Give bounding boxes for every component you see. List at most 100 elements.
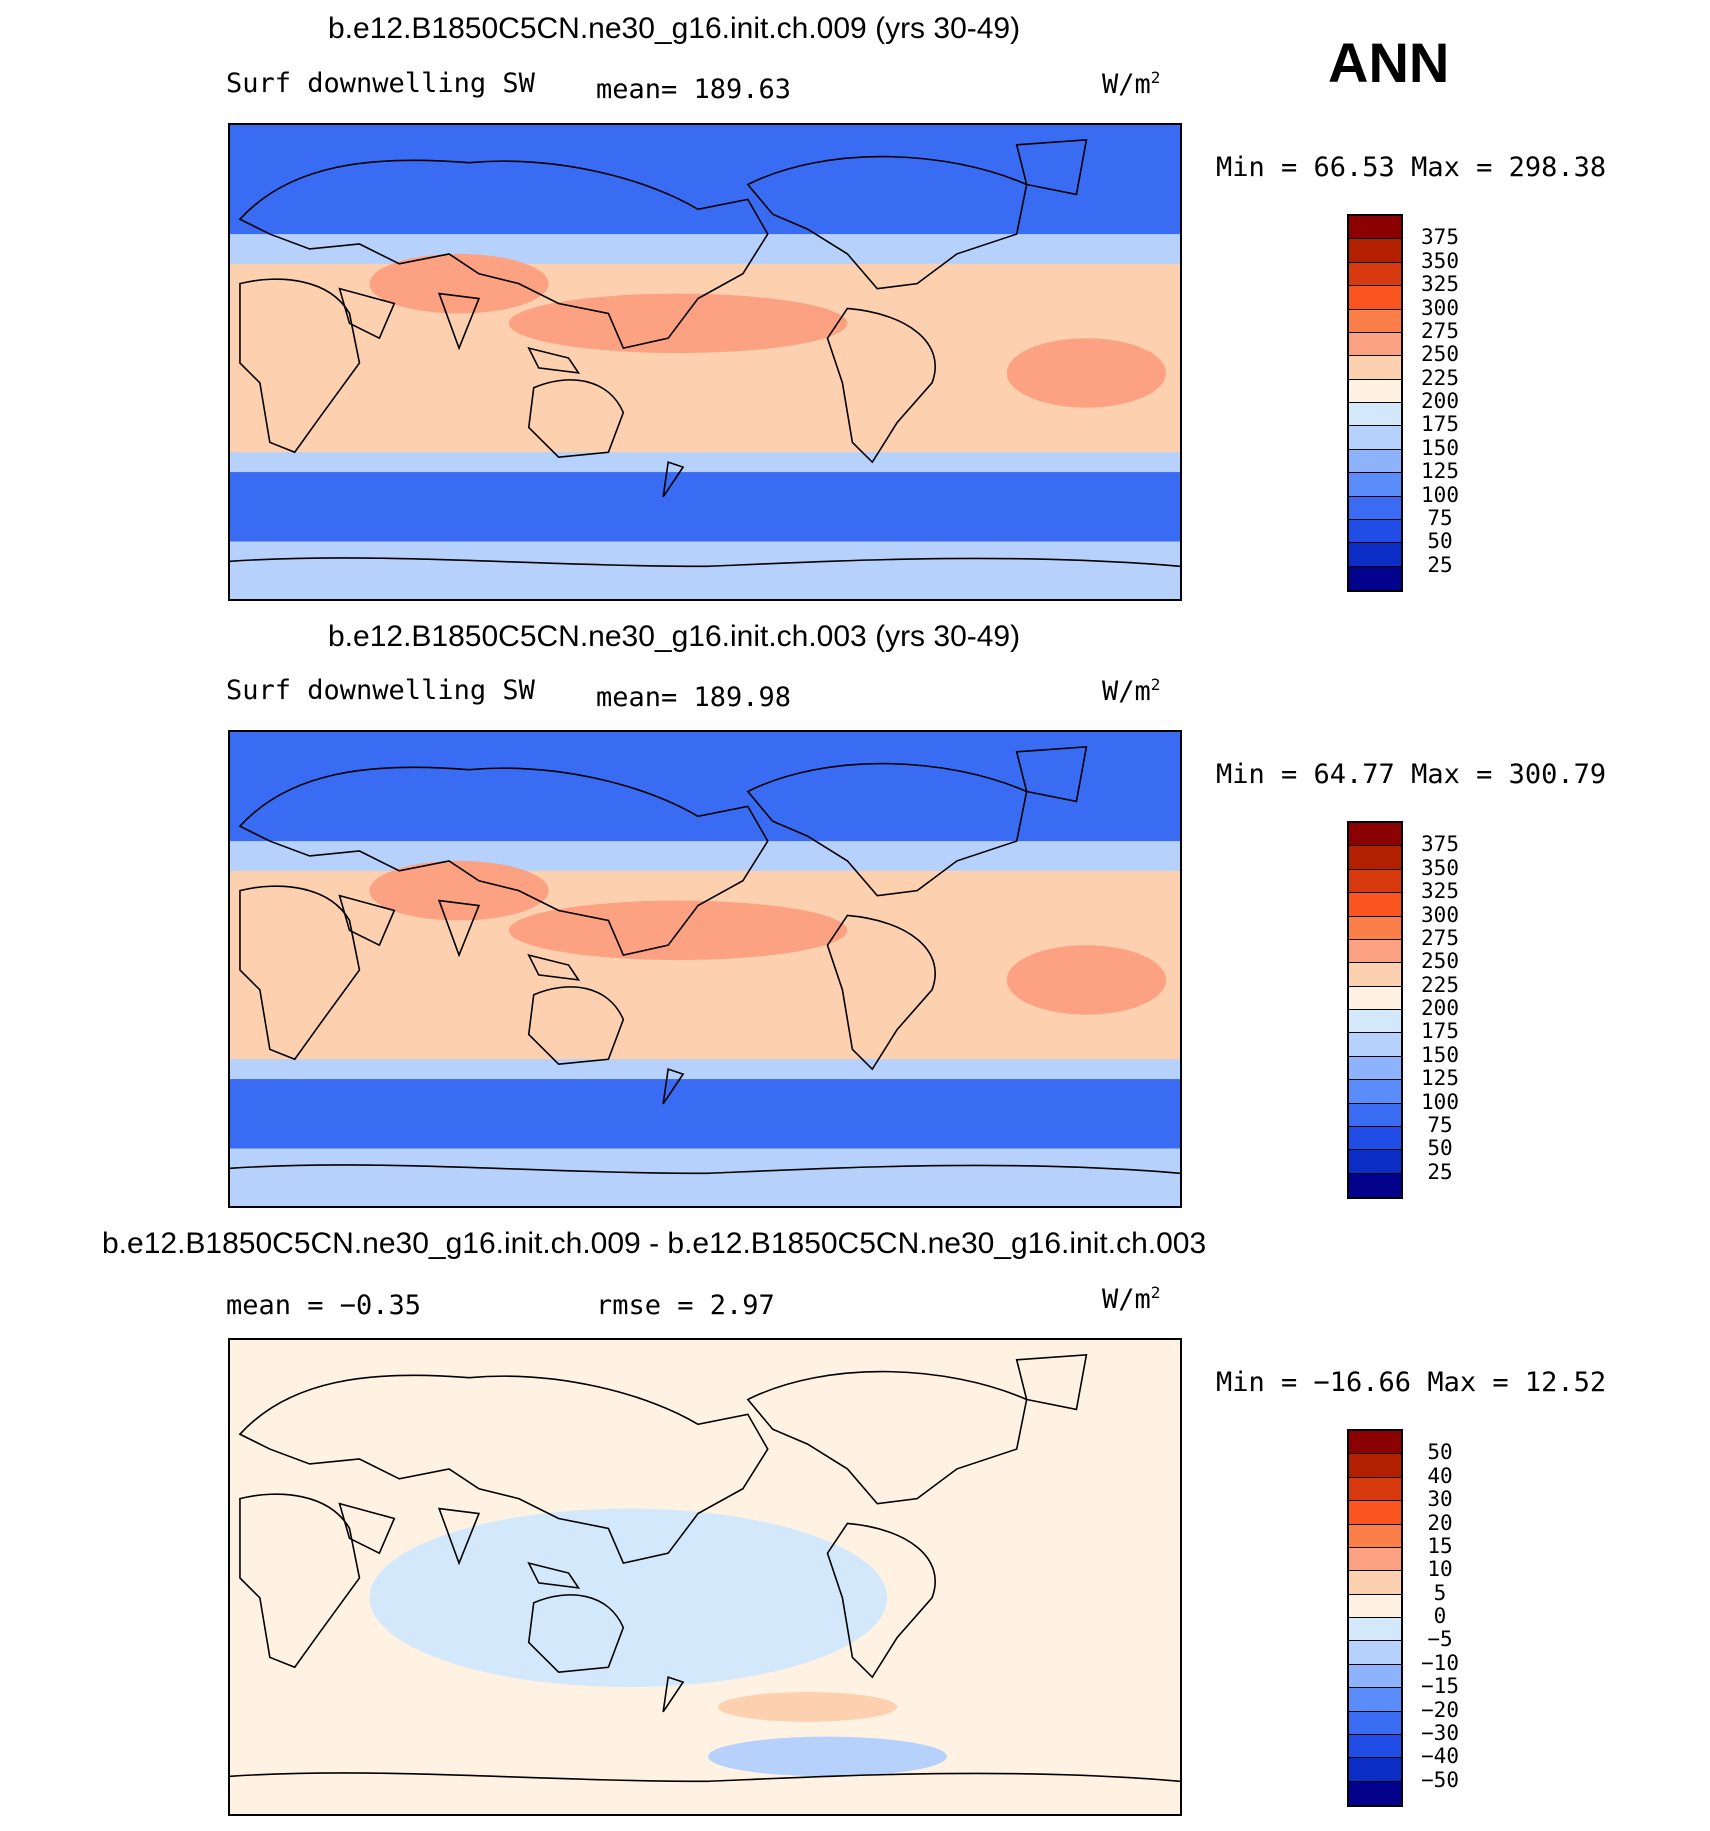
colorbar-segment (1349, 449, 1401, 474)
field-anomaly-negative (369, 1508, 888, 1688)
field-band-north (230, 125, 1180, 235)
colorbar-segment (1349, 519, 1401, 544)
colorbar-tick-label: 50 (1427, 529, 1453, 554)
coastline (826, 307, 936, 464)
colorbar-tick-label: 275 (1421, 318, 1459, 343)
colorbar-segment (1349, 893, 1401, 917)
field-band-north (230, 732, 1180, 842)
coastline (338, 894, 396, 947)
colorbar-tick-label: 225 (1421, 972, 1459, 997)
coastline (239, 278, 361, 454)
min-max-label: Min = 64.77 Max = 300.79 (1216, 759, 1607, 790)
colorbar-segment (1349, 1010, 1401, 1034)
colorbar-segment (1349, 332, 1401, 357)
colorbar-tick-label: 250 (1421, 342, 1459, 367)
colorbar-segment (1349, 1524, 1401, 1548)
colorbar-segment (1349, 823, 1401, 847)
coastline (1015, 746, 1088, 803)
colorbar-tick-label: −30 (1421, 1720, 1459, 1745)
colorbar-tick-label: 30 (1427, 1487, 1453, 1512)
colorbar-segment (1349, 1501, 1401, 1525)
colorbar-segment (1349, 869, 1401, 894)
coastline (826, 914, 936, 1071)
colorbar-tick-label: 250 (1421, 949, 1459, 974)
colorbar-segment (1349, 1056, 1401, 1081)
coastline (527, 1594, 625, 1674)
colorbar-tick-label: 100 (1421, 482, 1459, 507)
coastline (662, 1676, 685, 1713)
colorbar-segment (1349, 262, 1401, 287)
colorbar-segment (1349, 309, 1401, 333)
colorbar-tick-label: 5 (1433, 1580, 1447, 1605)
colorbar-segment (1349, 426, 1401, 450)
colorbar-segment (1349, 1033, 1401, 1057)
colorbar-tick-label: 375 (1421, 832, 1459, 857)
mean-value: mean= 189.63 (596, 74, 792, 105)
variable-label: Surf downwelling SW (226, 68, 535, 99)
map-svg (230, 125, 1180, 599)
colorbar-tick-label: 15 (1427, 1533, 1453, 1558)
colorbar-segment (1349, 1711, 1401, 1735)
coastline (338, 1502, 396, 1555)
colorbar-segment (1349, 1431, 1401, 1455)
colorbar-segment (1349, 1454, 1401, 1478)
mean-value: mean = −0.35 (226, 1290, 422, 1321)
colorbar-tick-label: 25 (1427, 1159, 1453, 1184)
colorbar-segment (1349, 1150, 1401, 1174)
units-label: W/m2 (1102, 1283, 1161, 1315)
field-band-south (230, 1079, 1180, 1149)
coastline (238, 1374, 769, 1565)
colorbar-tick-label: 150 (1421, 1042, 1459, 1067)
map-plot (228, 1338, 1182, 1816)
colorbar-tick-label: −20 (1421, 1697, 1459, 1722)
colorbar (1347, 1429, 1403, 1807)
coastline (527, 986, 625, 1066)
coastline (527, 953, 581, 981)
colorbar-tick-label: 0 (1433, 1604, 1447, 1628)
colorbar-segment (1349, 1126, 1401, 1151)
colorbar-tick-label: 375 (1421, 225, 1459, 250)
map-plot (228, 123, 1182, 601)
colorbar-segment (1349, 216, 1401, 240)
colorbar-segment (1349, 1080, 1401, 1104)
colorbar-tick-label: 225 (1421, 365, 1459, 390)
coastline (437, 292, 481, 351)
coastline (746, 155, 1028, 290)
colorbar-segment (1349, 1641, 1401, 1665)
colorbar-tick-label: 50 (1427, 1136, 1453, 1161)
colorbar-tick-label: −50 (1421, 1767, 1459, 1792)
colorbar-tick-label: 150 (1421, 435, 1459, 460)
map-svg (230, 732, 1180, 1206)
colorbar-tick-label: 350 (1421, 248, 1459, 273)
panel-title: b.e12.B1850C5CN.ne30_g16.init.ch.009 (yr… (328, 12, 1021, 45)
colorbar-tick-label: 75 (1427, 505, 1453, 530)
coastline (662, 1068, 685, 1105)
colorbar (1347, 821, 1403, 1199)
coastline (230, 557, 1180, 568)
coastline (1015, 139, 1088, 196)
field-maximum (1006, 945, 1167, 1015)
colorbar-segment (1349, 379, 1401, 403)
colorbar-segment (1349, 1618, 1401, 1642)
coastline (437, 1507, 481, 1566)
coastline (826, 1522, 936, 1679)
panel-title: b.e12.B1850C5CN.ne30_g16.init.ch.003 (yr… (328, 620, 1021, 653)
coastline (746, 1370, 1028, 1505)
colorbar-segment (1349, 846, 1401, 870)
season-label: ANN (1328, 31, 1450, 94)
colorbar-tick-label: 300 (1421, 902, 1459, 927)
colorbar-tick-label: −40 (1421, 1744, 1459, 1769)
colorbar-tick-label: −5 (1427, 1627, 1453, 1652)
coastline (230, 1164, 1180, 1175)
colorbar-tick-label: 20 (1427, 1510, 1453, 1535)
coastline (239, 1493, 361, 1669)
variable-label: Surf downwelling SW (226, 675, 535, 706)
map-plot (228, 730, 1182, 1208)
colorbar-segment (1349, 1594, 1401, 1618)
colorbar-tick-label: 325 (1421, 272, 1459, 297)
colorbar-segment (1349, 1734, 1401, 1759)
colorbar-tick-label: 75 (1427, 1112, 1453, 1137)
colorbar-segment (1349, 1688, 1401, 1712)
colorbar-segment (1349, 1547, 1401, 1572)
colorbar-segment (1349, 356, 1401, 380)
